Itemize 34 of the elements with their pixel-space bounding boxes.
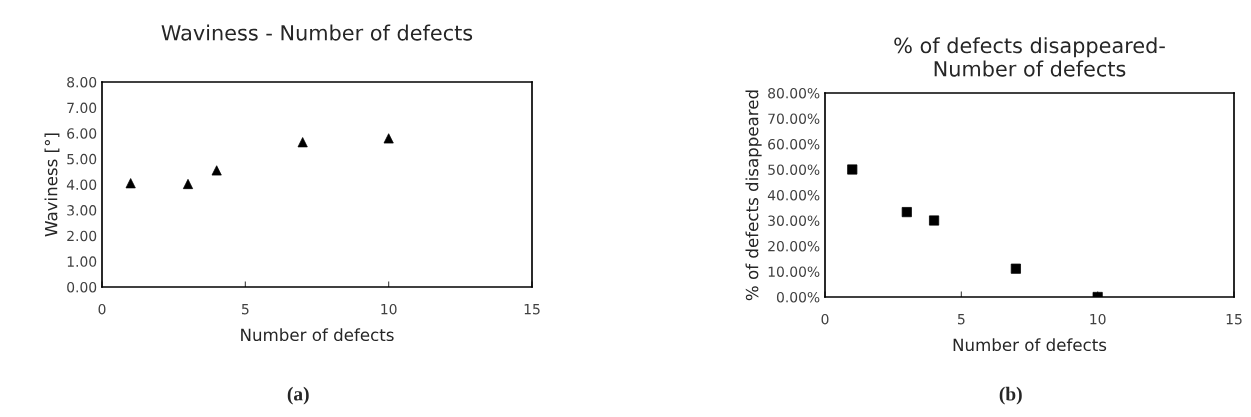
y-tick-label: 4.00: [66, 179, 97, 190]
x-tick-label: 0: [821, 313, 829, 325]
y-tick-label: 50.00%: [768, 164, 820, 175]
y-axis-title: % of defects disappeared: [745, 90, 762, 301]
y-tick-label: 5.00: [67, 153, 97, 165]
y-tick-label: 20.00%: [768, 240, 820, 252]
y-tick-label: 1.00: [67, 256, 97, 267]
y-tick-label: 60.00%: [768, 138, 820, 150]
y-axis-title: Waviness [°]: [44, 133, 60, 237]
x-tick-label: 5: [957, 314, 965, 325]
y-tick-label: 7.00: [67, 102, 97, 114]
x-tick-label: 15: [1226, 314, 1242, 325]
x-tick-label: 15: [524, 304, 540, 315]
y-tick-label: 30.00%: [768, 215, 820, 226]
y-tick-label: 10.00%: [768, 266, 820, 277]
y-tick-label: 0.00: [67, 281, 97, 293]
y-tick-label: 3.00: [67, 205, 97, 216]
y-tick-label: 70.00%: [768, 113, 820, 124]
text: (a): [287, 386, 309, 405]
y-tick-label: 6.00: [67, 128, 97, 139]
y-tick-label: 80.00%: [768, 87, 820, 99]
y-tick-label: 2.00: [67, 230, 97, 242]
x-tick-label: 0: [98, 303, 106, 315]
y-tick-label: 40.00%: [767, 189, 820, 201]
y-tick-label: 0.00%: [776, 291, 820, 303]
x-tick-label: 10: [381, 303, 397, 315]
x-axis-title: Number of defects: [953, 338, 1107, 352]
x-tick-label: 5: [241, 304, 249, 315]
y-tick-label: 8.00: [67, 76, 97, 88]
text: (b): [999, 386, 1022, 405]
chart-title: % of defects disappeared- Number of defects: [894, 37, 1165, 77]
chart-title: Waviness - Number of defects: [161, 24, 473, 41]
x-axis-title: Number of defects: [241, 328, 394, 342]
x-tick-label: 10: [1090, 313, 1106, 325]
